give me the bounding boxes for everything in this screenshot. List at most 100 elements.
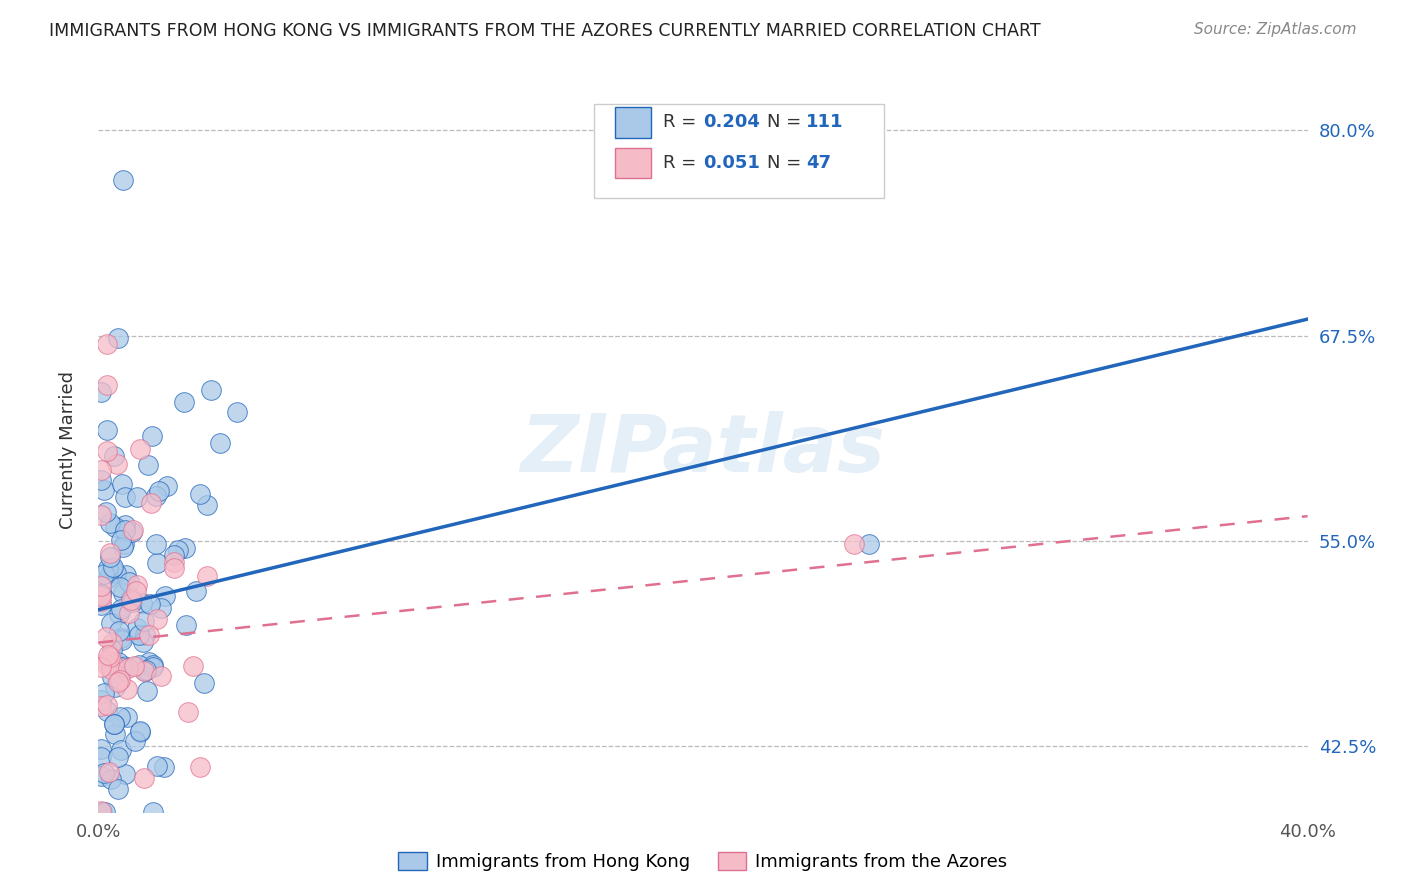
Point — [98, 549, 121, 564]
Point — [139, 597, 162, 611]
Point — [114, 766, 136, 780]
Point — [111, 633, 134, 648]
Point — [146, 556, 169, 570]
Point — [96, 655, 118, 669]
Point — [98, 765, 121, 780]
Point — [136, 683, 159, 698]
Point — [110, 743, 132, 757]
Point — [141, 429, 163, 443]
Point — [90, 579, 112, 593]
Text: R =: R = — [664, 113, 702, 131]
Point — [105, 457, 128, 471]
Text: 0.051: 0.051 — [703, 154, 759, 172]
Point — [90, 594, 112, 608]
Bar — [614, 107, 651, 137]
Point — [104, 566, 127, 580]
Point — [108, 580, 131, 594]
Point — [96, 377, 118, 392]
Point — [90, 508, 112, 523]
Point — [127, 621, 149, 635]
Point — [98, 516, 121, 531]
Point — [128, 658, 150, 673]
Point — [103, 717, 125, 731]
Point — [134, 614, 156, 628]
Point — [111, 172, 134, 186]
Point — [90, 769, 112, 783]
Text: 111: 111 — [806, 113, 844, 131]
Point — [103, 449, 125, 463]
Point — [114, 490, 136, 504]
Point — [129, 442, 152, 457]
Point — [90, 692, 112, 706]
Point — [96, 698, 118, 712]
Point — [108, 607, 131, 621]
Legend: Immigrants from Hong Kong, Immigrants from the Azores: Immigrants from Hong Kong, Immigrants fr… — [391, 845, 1015, 879]
Point — [101, 643, 124, 657]
Point — [149, 600, 172, 615]
Point — [107, 624, 129, 639]
Point — [127, 490, 149, 504]
Point — [90, 742, 112, 756]
Point — [100, 662, 122, 676]
Point — [173, 394, 195, 409]
Point — [177, 705, 200, 719]
Point — [195, 498, 218, 512]
Point — [96, 423, 118, 437]
Point — [148, 484, 170, 499]
Point — [146, 759, 169, 773]
Point — [97, 648, 120, 662]
Point — [98, 546, 121, 560]
Point — [90, 384, 112, 399]
Point — [90, 699, 112, 714]
Point — [101, 560, 124, 574]
Point — [128, 725, 150, 739]
Point — [90, 599, 112, 613]
Point — [108, 673, 131, 688]
Point — [150, 668, 173, 682]
Point — [93, 483, 115, 498]
Point — [120, 593, 142, 607]
Point — [138, 628, 160, 642]
Point — [131, 596, 153, 610]
Point — [139, 496, 162, 510]
Point — [117, 660, 139, 674]
Point — [125, 583, 148, 598]
Point — [100, 615, 122, 630]
Point — [114, 523, 136, 537]
Point — [181, 659, 204, 673]
Point — [107, 659, 129, 673]
Point — [90, 473, 112, 487]
Point — [96, 444, 118, 458]
Point — [110, 668, 132, 682]
Text: IMMIGRANTS FROM HONG KONG VS IMMIGRANTS FROM THE AZORES CURRENTLY MARRIED CORREL: IMMIGRANTS FROM HONG KONG VS IMMIGRANTS … — [49, 22, 1040, 40]
Text: N =: N = — [768, 113, 807, 131]
Point — [188, 486, 211, 500]
Point — [138, 656, 160, 670]
Point — [90, 749, 112, 764]
Point — [114, 518, 136, 533]
Point — [104, 681, 127, 695]
Point — [90, 463, 112, 477]
Point — [145, 537, 167, 551]
Point — [225, 405, 247, 419]
Point — [110, 477, 132, 491]
Point — [96, 704, 118, 718]
Point — [195, 569, 218, 583]
Point — [111, 585, 134, 599]
Point — [163, 561, 186, 575]
Point — [90, 587, 112, 601]
Point — [156, 478, 179, 492]
Point — [128, 627, 150, 641]
Point — [136, 458, 159, 472]
Point — [124, 733, 146, 747]
Point — [100, 772, 122, 786]
Point — [107, 331, 129, 345]
Point — [844, 537, 866, 551]
Point — [142, 805, 165, 819]
Point — [111, 660, 134, 674]
Point — [117, 710, 139, 724]
Point — [134, 628, 156, 642]
Point — [163, 555, 186, 569]
Point — [97, 571, 120, 585]
Point — [101, 670, 124, 684]
